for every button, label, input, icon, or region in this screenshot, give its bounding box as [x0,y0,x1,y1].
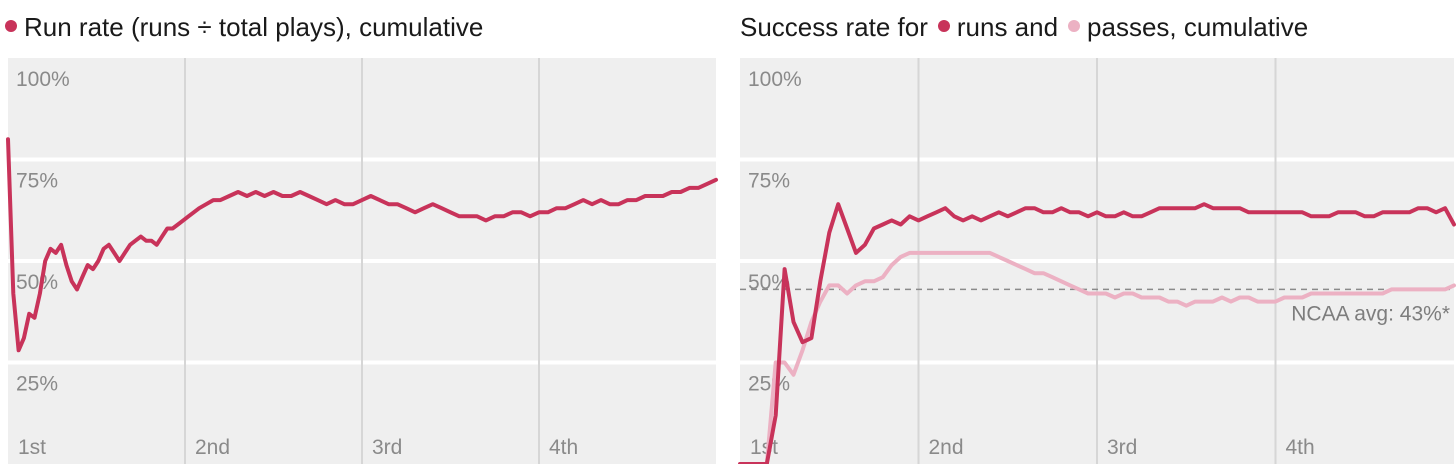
chart-title: Success rate for runs and passes, cumulati… [740,12,1308,43]
x-tick-label: 2nd [195,436,230,459]
series-line-runs [738,202,1456,464]
x-tick-label: 1st [18,436,46,459]
x-tick-label: 3rd [1107,436,1137,459]
success-rate-chart: Success rate for runs and passes, cumulati… [734,0,1456,464]
y-tick-label: 25% [748,373,790,396]
title-part-1: Success rate for [740,12,928,42]
x-tick-label: 4th [549,436,578,459]
series-line-passes [738,250,1456,464]
runs-legend-dot [937,20,950,32]
y-tick-label: 100% [748,68,802,91]
title-part-2: runs and [956,12,1059,42]
x-tick-label: 2nd [929,436,964,459]
ncaa-avg-label: NCAA avg: 43%* [1291,302,1450,325]
series-line-run-rate [6,137,718,353]
success-rate-plot: 100% 75% 50% 25% 1st 2nd 3rd 4th NCAA avg: 43%* [738,58,1456,464]
y-tick-label: 50% [16,271,58,294]
run-rate-legend-dot [5,20,17,32]
run-rate-chart: Run rate (runs ÷ total plays), cumulativ… [0,0,720,464]
x-tick-label: 3rd [372,436,402,459]
run-rate-plot: 100% 75% 50% 25% 1st 2nd 3rd 4th [6,58,718,464]
chart-title: Run rate (runs ÷ total plays), cumulativ… [2,12,483,43]
x-tick-label: 4th [1286,436,1315,459]
y-tick-label: 25% [16,373,58,396]
y-tick-label: 50% [748,271,790,294]
y-tick-label: 75% [748,170,790,193]
passes-legend-dot [1068,20,1081,32]
y-tick-label: 100% [16,68,70,91]
title-part-3: passes, cumulative [1087,12,1309,42]
chart-title-text: Run rate (runs ÷ total plays), cumulativ… [24,12,484,42]
y-tick-label: 75% [16,170,58,193]
x-tick-label: 1st [750,436,778,459]
